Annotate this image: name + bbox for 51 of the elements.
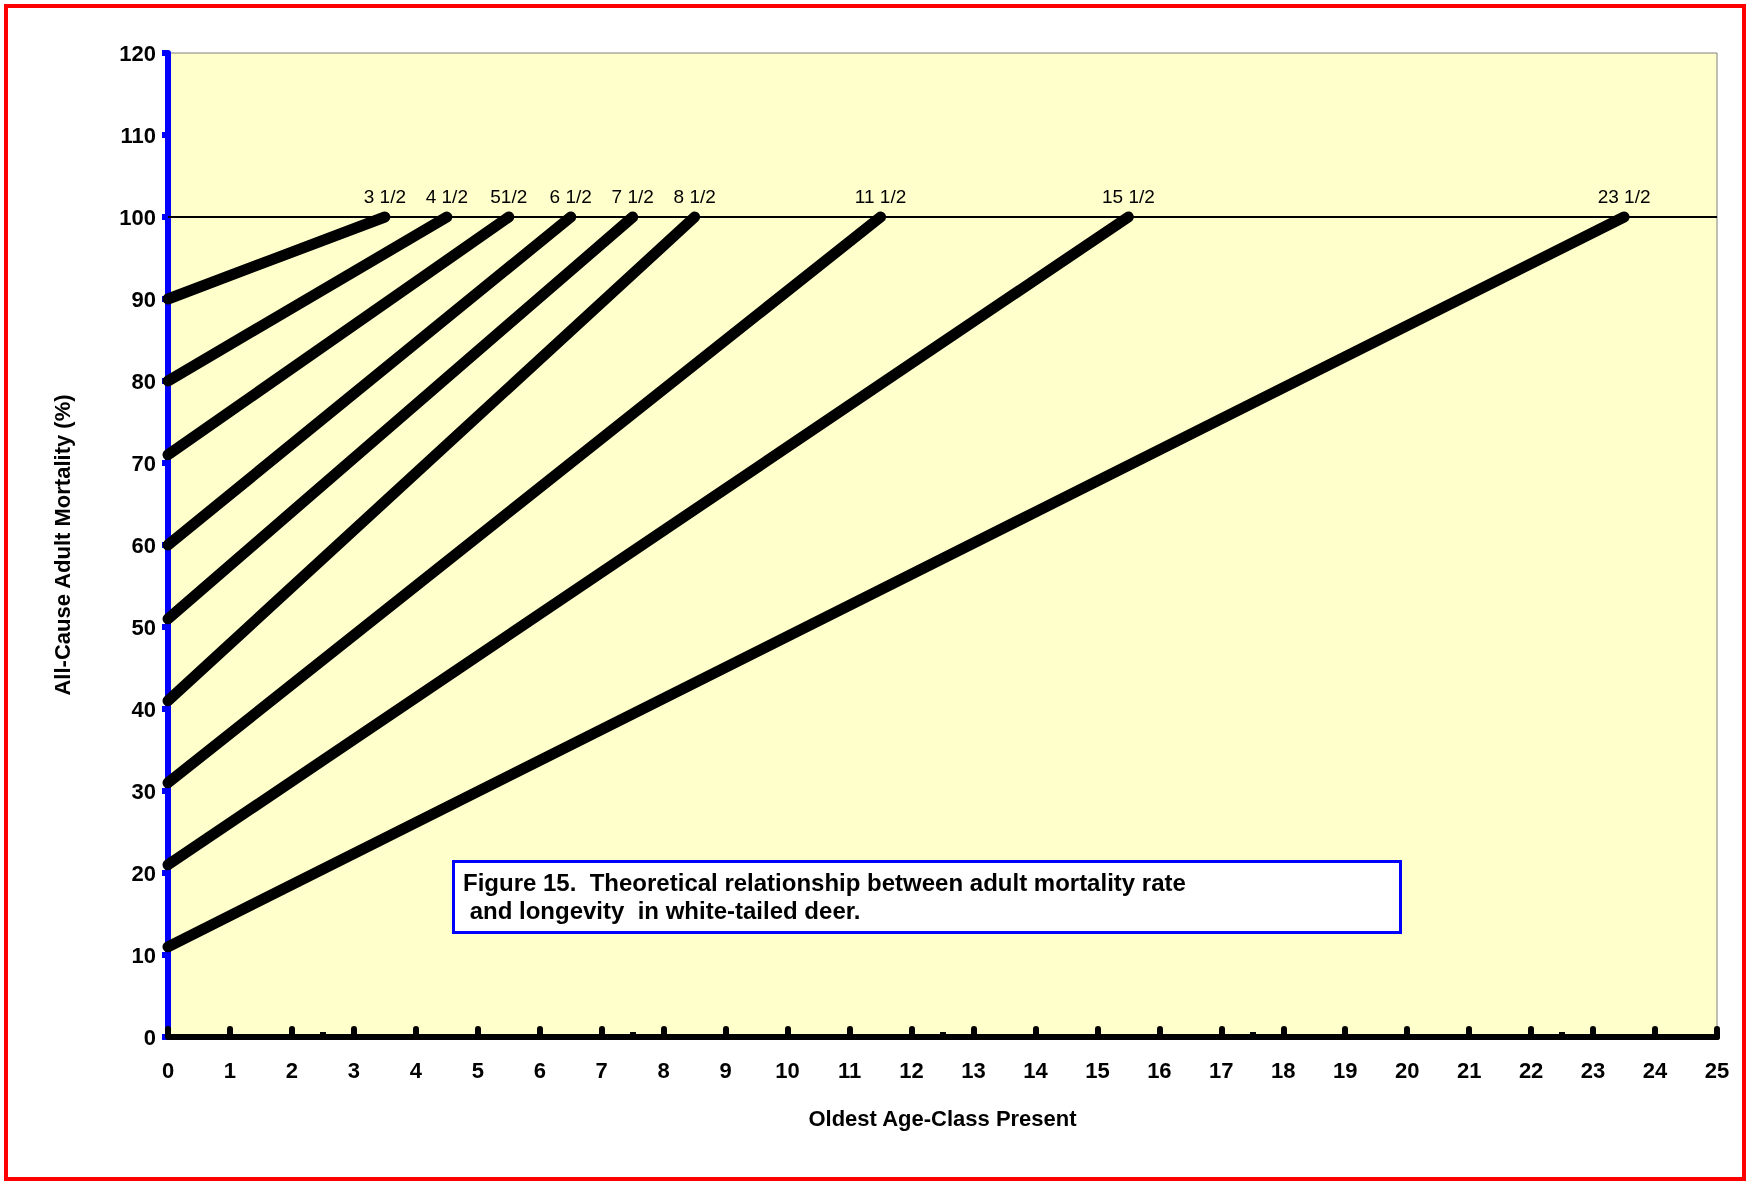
caption-box: Figure 15. Theoretical relationship between adult mortality rate and longevity in white-tailed deer. — [452, 860, 1402, 934]
x-tick-label: 15 — [1085, 1057, 1110, 1083]
x-tick-label: 2 — [285, 1057, 299, 1083]
x-axis-title: Oldest Age-Class Present — [808, 1105, 1078, 1131]
x-tick-label: 21 — [1456, 1057, 1482, 1083]
x-tick-label: 4 — [409, 1057, 423, 1083]
y-tick-label: 80 — [131, 368, 156, 394]
y-tick-label: 90 — [131, 286, 156, 312]
y-tick-label: 20 — [131, 860, 156, 886]
series-label: 8 1/2 — [673, 186, 716, 207]
y-tick-label: 10 — [131, 942, 156, 968]
y-axis-title: All-Cause Adult Mortality (%) — [49, 394, 75, 696]
x-tick-label: 1 — [223, 1057, 237, 1083]
series-label: 7 1/2 — [611, 186, 654, 207]
series-label: 15 1/2 — [1101, 186, 1155, 207]
x-tick-label: 22 — [1518, 1057, 1544, 1083]
x-tick-label: 19 — [1333, 1057, 1358, 1083]
series-label: 11 1/2 — [854, 186, 907, 207]
series-label: 23 1/2 — [1597, 186, 1651, 207]
x-tick-label: 23 — [1580, 1057, 1606, 1083]
y-tick-label: 100 — [119, 204, 156, 230]
x-tick-label: 6 — [533, 1057, 546, 1083]
x-tick-label: 5 — [471, 1057, 484, 1083]
x-tick-label: 25 — [1704, 1057, 1730, 1083]
y-tick-label: 30 — [131, 778, 156, 804]
series-label: 3 1/2 — [363, 186, 406, 207]
y-tick-label: 120 — [119, 40, 156, 66]
y-tick-label: 110 — [120, 122, 156, 148]
x-tick-label: 9 — [719, 1057, 732, 1083]
x-tick-label: 16 — [1147, 1057, 1172, 1083]
x-tick-label: 14 — [1023, 1057, 1049, 1083]
x-tick-label: 7 — [595, 1057, 608, 1083]
x-tick-label: 24 — [1642, 1057, 1669, 1083]
x-tick-label: 0 — [161, 1057, 175, 1083]
y-tick-label: 60 — [131, 532, 156, 558]
x-tick-label: 18 — [1271, 1057, 1296, 1083]
y-tick-label: 40 — [131, 696, 156, 722]
x-tick-label: 11 — [837, 1057, 862, 1083]
series-label: 51/2 — [490, 186, 528, 207]
x-tick-label: 13 — [961, 1057, 986, 1083]
series-label: 6 1/2 — [549, 186, 592, 207]
y-tick-label: 0 — [143, 1024, 156, 1050]
x-tick-label: 8 — [657, 1057, 670, 1083]
x-tick-label: 10 — [775, 1057, 800, 1083]
y-tick-label: 70 — [131, 450, 156, 476]
x-tick-label: 3 — [347, 1057, 361, 1083]
x-tick-label: 17 — [1209, 1057, 1234, 1083]
y-tick-label: 50 — [131, 614, 156, 640]
series-label: 4 1/2 — [425, 186, 468, 207]
x-tick-label: 12 — [899, 1057, 924, 1083]
x-tick-label: 20 — [1394, 1057, 1420, 1083]
